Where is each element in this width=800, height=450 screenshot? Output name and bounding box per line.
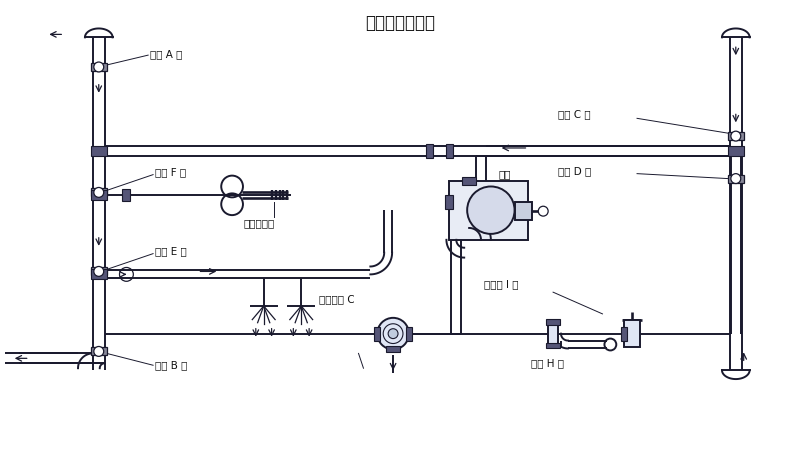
Text: 球阀 H 关: 球阀 H 关 [531,358,564,368]
Text: 球阀 A 开: 球阀 A 开 [150,49,182,59]
Bar [728,175,744,183]
Bar [426,144,433,158]
Text: 球阀 E 开: 球阀 E 开 [155,247,187,256]
Bar [91,267,106,275]
Circle shape [388,328,398,338]
Bar [406,327,412,341]
Bar [728,146,744,156]
Text: 消防栓 I 关: 消防栓 I 关 [484,279,518,289]
Bar [624,320,640,347]
Bar [622,327,627,341]
Bar [91,347,106,356]
Circle shape [731,174,741,184]
Bar [374,327,380,341]
Circle shape [731,131,741,141]
Bar [91,270,106,279]
Circle shape [467,186,514,234]
Bar [728,132,744,140]
Text: 三通球阀 C: 三通球阀 C [319,294,354,304]
Bar [91,63,106,71]
Circle shape [94,62,104,72]
Text: 洒水炮出口: 洒水炮出口 [244,218,275,228]
Text: 洒水、浇灌花木: 洒水、浇灌花木 [365,14,435,32]
Bar [91,190,106,200]
Bar [122,189,130,201]
Text: 水泵: 水泵 [498,170,511,180]
Bar [462,176,476,184]
Bar [548,322,558,346]
Text: 球阀 F 关: 球阀 F 关 [155,168,186,178]
Bar [446,195,454,209]
Text: 球阀 D 开: 球阀 D 开 [558,166,591,176]
Circle shape [94,346,104,356]
Bar [386,346,400,352]
Bar [546,342,560,348]
Circle shape [378,318,409,350]
Circle shape [94,188,104,198]
Text: 球阀 B 开: 球阀 B 开 [155,360,187,370]
Circle shape [538,206,548,216]
Bar [514,202,532,220]
Bar [446,144,453,158]
Bar [91,189,106,196]
Bar [450,180,528,240]
Bar [546,319,560,325]
Bar [91,146,106,156]
Circle shape [94,266,104,276]
Text: 球阀 C 开: 球阀 C 开 [558,109,590,119]
